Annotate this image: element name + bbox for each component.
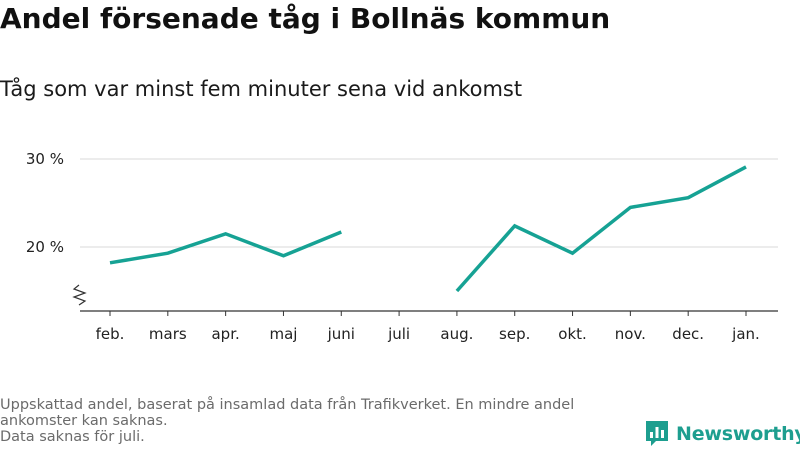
chart-title: Andel försenade tåg i Bollnäs kommun [0, 2, 611, 35]
brand-name: Newsworthy [676, 422, 800, 445]
x-tick-label: mars [149, 325, 187, 343]
x-tick-label: dec. [672, 325, 704, 343]
series-line [109, 230, 342, 265]
series-layer [109, 165, 747, 293]
footnote-line: Uppskattad andel, baserat på insamlad da… [0, 397, 575, 413]
chart-subtitle: Tåg som var minst fem minuter sena vid a… [0, 77, 523, 101]
x-tick-label: nov. [615, 325, 646, 343]
x-tick-label: okt. [558, 325, 587, 343]
x-tick-label: juli [387, 325, 410, 343]
x-tick-label: jan. [731, 325, 760, 343]
newsworthy-logo-icon [646, 421, 668, 446]
x-axis: feb. mars apr. maj juni juli aug. sep. okt. nov. d… [80, 310, 778, 343]
y-tick-label: 30 % [26, 150, 64, 168]
y-axis: 20 % 30 % [26, 150, 87, 306]
axis-break-mark [72, 284, 87, 306]
gridlines [80, 158, 778, 248]
line-chart: 20 % 30 % feb. mars apr. maj juni juli aug. sep.… [26, 150, 778, 343]
x-tick-label: sep. [499, 325, 530, 343]
brand-logo: Newsworthy [644, 420, 800, 447]
y-tick-label: 20 % [26, 238, 64, 256]
x-tick-label: apr. [211, 325, 239, 343]
footnote-line: Data saknas för juli. [0, 429, 145, 445]
x-tick-label: maj [269, 325, 297, 343]
x-tick-label: juni [327, 325, 355, 343]
x-tick-label: feb. [96, 325, 125, 343]
footnote-line: ankomster kan saknas. [0, 413, 168, 429]
x-tick-label: aug. [440, 325, 473, 343]
footnote: Uppskattad andel, baserat på insamlad da… [0, 397, 640, 445]
series-line [455, 165, 747, 293]
